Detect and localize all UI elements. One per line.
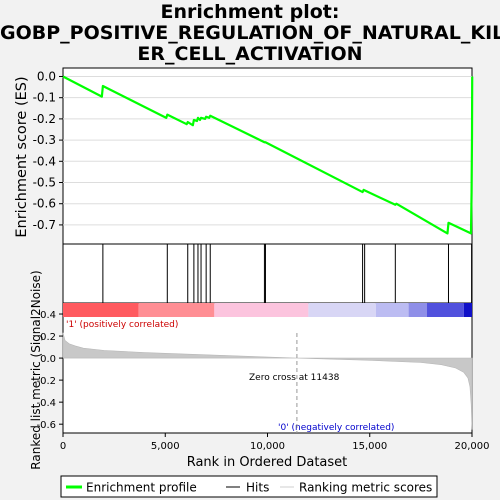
ranking-y-tick-label: 0.4 (40, 310, 56, 321)
positive-correlation-label: '1' (positively correlated) (66, 320, 178, 330)
legend-box (60, 475, 438, 498)
es-y-tick-label: -0.1 (33, 91, 56, 105)
chart-title-line-3: ER_CELL_ACTIVATION (137, 43, 363, 65)
x-tick-label: 20,000 (455, 441, 490, 452)
es-y-tick-label: -0.5 (33, 176, 56, 190)
enrichment-profile-line (62, 75, 474, 235)
chart-title-line-1: Enrichment plot: (160, 1, 340, 23)
ranking-y-tick-label: -0.4 (36, 398, 56, 409)
heatmap-segment (308, 303, 376, 317)
ranking-panel-frame (62, 302, 473, 434)
x-tick-label: 0 (60, 441, 66, 452)
ranking-y-tick-label: 0.2 (40, 332, 56, 343)
es-y-tick-label: -0.4 (33, 154, 56, 168)
legend-enrichment-label: Enrichment profile (86, 481, 197, 495)
es-y-tick-label: -0.3 (33, 133, 56, 147)
heatmap-segment (427, 303, 464, 317)
heatmap-segment (375, 303, 409, 317)
legend-ranking-label: Ranking metric scores (299, 481, 432, 495)
es-y-tick-label: 0.0 (37, 69, 56, 83)
es-y-tick-label: -0.6 (33, 197, 56, 211)
chart-title-line-2: GOBP_POSITIVE_REGULATION_OF_NATURAL_KILL (0, 22, 500, 44)
ranking-y-tick-label: -0.2 (36, 376, 56, 387)
x-tick-label: 5,000 (151, 441, 180, 452)
ranking-y-axis-label: Ranked list metric (Signal2Noise) (29, 270, 43, 469)
negative-correlation-label: '0' (negatively correlated) (278, 423, 394, 433)
es-y-tick-label: -0.7 (33, 218, 56, 232)
heatmap-segment (463, 303, 472, 317)
heatmap-segment (63, 303, 139, 317)
zero-cross-label: Zero cross at 11438 (249, 373, 340, 383)
es-y-axis-label: Enrichment score (ES) (14, 76, 30, 237)
x-tick-label: 10,000 (250, 441, 285, 452)
legend-hits-label: Hits (246, 481, 269, 495)
hits-panel-frame (62, 243, 473, 304)
heatmap-segment (408, 303, 428, 317)
x-axis-label: Rank in Ordered Dataset (187, 455, 348, 470)
heatmap-segment (138, 303, 215, 317)
es-panel-frame (62, 67, 473, 245)
ranking-y-tick-label: 0.0 (40, 354, 56, 365)
ranking-y-tick-label: -0.6 (36, 420, 56, 431)
heatmap-segment (214, 303, 309, 317)
x-tick-label: 15,000 (352, 441, 387, 452)
ranking-metric-area (62, 332, 473, 430)
es-y-tick-label: -0.2 (33, 112, 56, 126)
